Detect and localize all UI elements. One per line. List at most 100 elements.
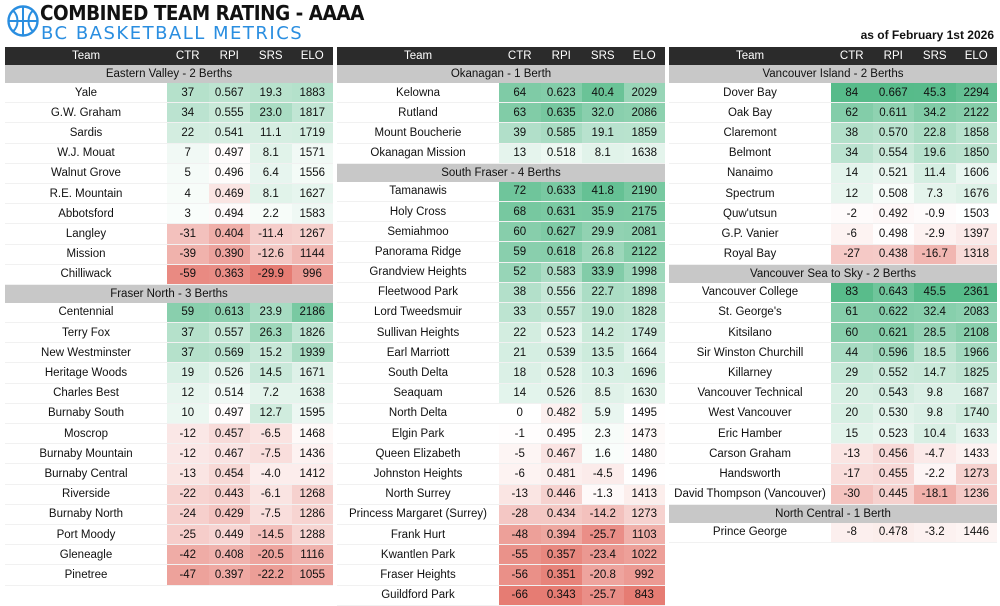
ctr-value: -13 bbox=[831, 443, 873, 465]
ctr-value: 0 bbox=[499, 403, 541, 425]
srs-value: 8.1 bbox=[582, 143, 624, 164]
srs-value: 8.1 bbox=[250, 183, 292, 205]
ratings-panel-left: Team CTR RPI SRS ELO Eastern Valley - 2 Berth… bbox=[5, 47, 333, 586]
elo-value: 2175 bbox=[623, 201, 665, 223]
team-name: G.P. Vanier bbox=[669, 223, 831, 245]
elo-value: 1638 bbox=[291, 383, 333, 404]
group-header-row: North Central - 1 Berth bbox=[669, 504, 997, 523]
ctr-value: -6 bbox=[499, 463, 541, 485]
team-name: Burnaby Mountain bbox=[5, 443, 167, 465]
elo-value: 1288 bbox=[291, 524, 333, 546]
ctr-value: -17 bbox=[831, 463, 873, 485]
ctr-value: 62 bbox=[831, 102, 873, 124]
elo-value: 1633 bbox=[955, 423, 997, 445]
elo-value: 1468 bbox=[291, 423, 333, 445]
rpi-value: 0.635 bbox=[540, 102, 582, 124]
elo-value: 1473 bbox=[623, 423, 665, 445]
group-title: Fraser North - 3 Berths bbox=[5, 284, 333, 303]
table-header-row: Team CTR RPI SRS ELO bbox=[5, 47, 333, 65]
rpi-value: 0.443 bbox=[208, 484, 250, 505]
team-name: Sir Winston Churchill bbox=[669, 342, 831, 364]
table-row: St. George's 61 0.622 32.4 2083 bbox=[669, 302, 997, 324]
elo-value: 2122 bbox=[955, 102, 997, 124]
elo-value: 1858 bbox=[955, 122, 997, 144]
rpi-value: 0.631 bbox=[540, 201, 582, 223]
rpi-value: 0.618 bbox=[540, 241, 582, 263]
ctr-value: 12 bbox=[831, 183, 873, 205]
rpi-value: 0.446 bbox=[540, 484, 582, 505]
ctr-value: 64 bbox=[499, 83, 541, 104]
elo-value: 1883 bbox=[291, 83, 333, 104]
ctr-value: -31 bbox=[167, 223, 209, 245]
group-title: Vancouver Island - 2 Berths bbox=[669, 65, 997, 83]
ctr-value: 38 bbox=[499, 282, 541, 303]
rpi-value: 0.556 bbox=[540, 282, 582, 303]
ctr-value: 22 bbox=[499, 322, 541, 344]
page-title: COMBINED TEAM RATING - AAAA bbox=[40, 1, 364, 25]
rpi-value: 0.643 bbox=[872, 282, 914, 303]
ctr-value: 15 bbox=[831, 423, 873, 445]
rpi-value: 0.627 bbox=[540, 221, 582, 243]
table-row: Killarney 29 0.552 14.7 1825 bbox=[669, 362, 997, 384]
elo-value: 1413 bbox=[623, 484, 665, 505]
column-header-ctr: CTR bbox=[499, 47, 541, 65]
srs-value: 32.4 bbox=[914, 302, 956, 324]
elo-value: 1503 bbox=[955, 203, 997, 225]
basketball-icon bbox=[7, 5, 39, 37]
table-row: Grandview Heights 52 0.583 33.9 1998 bbox=[337, 262, 665, 283]
rpi-value: 0.397 bbox=[208, 564, 250, 586]
elo-value: 1480 bbox=[623, 443, 665, 465]
srs-value: 34.2 bbox=[914, 102, 956, 124]
ctr-value: 60 bbox=[831, 322, 873, 344]
ctr-value: -1 bbox=[499, 423, 541, 445]
ctr-value: 10 bbox=[167, 403, 209, 425]
table-row: Vancouver Technical 20 0.543 9.8 1687 bbox=[669, 383, 997, 404]
table-row: Belmont 34 0.554 19.6 1850 bbox=[669, 143, 997, 164]
team-name: New Westminster bbox=[5, 342, 167, 364]
elo-value: 2122 bbox=[623, 241, 665, 263]
ctr-value: 44 bbox=[831, 342, 873, 364]
elo-value: 1850 bbox=[955, 143, 997, 164]
group-title: Eastern Valley - 2 Berths bbox=[5, 65, 333, 83]
table-row: Fraser Heights -56 0.351 -20.8 992 bbox=[337, 564, 665, 586]
table-row: Seaquam 14 0.526 8.5 1630 bbox=[337, 383, 665, 404]
srs-value: 45.3 bbox=[914, 83, 956, 104]
elo-value: 1664 bbox=[623, 342, 665, 364]
team-name: Charles Best bbox=[5, 383, 167, 404]
team-name: Grandview Heights bbox=[337, 262, 499, 283]
ctr-value: -13 bbox=[167, 463, 209, 485]
elo-value: 1236 bbox=[955, 484, 997, 505]
srs-value: 8.1 bbox=[250, 143, 292, 164]
team-name: Okanagan Mission bbox=[337, 143, 499, 164]
table-row: Heritage Woods 19 0.526 14.5 1671 bbox=[5, 362, 333, 384]
rpi-value: 0.351 bbox=[540, 564, 582, 586]
team-name: Panorama Ridge bbox=[337, 241, 499, 263]
rpi-value: 0.469 bbox=[208, 183, 250, 205]
table-row: Yale 37 0.567 19.3 1883 bbox=[5, 83, 333, 104]
srs-value: 10.3 bbox=[582, 362, 624, 384]
srs-value: 40.4 bbox=[582, 83, 624, 104]
srs-value: 45.5 bbox=[914, 282, 956, 303]
ctr-value: 39 bbox=[499, 122, 541, 144]
elo-value: 1412 bbox=[291, 463, 333, 485]
elo-value: 2108 bbox=[955, 322, 997, 344]
elo-value: 1828 bbox=[623, 302, 665, 324]
column-header-elo: ELO bbox=[955, 47, 997, 65]
ctr-value: -30 bbox=[831, 484, 873, 505]
column-header-ctr: CTR bbox=[831, 47, 873, 65]
ctr-value: 4 bbox=[167, 183, 209, 205]
elo-value: 1116 bbox=[291, 544, 333, 566]
srs-value: -25.7 bbox=[582, 585, 624, 606]
column-header-srs: SRS bbox=[914, 47, 956, 65]
srs-value: -16.7 bbox=[914, 244, 956, 265]
table-row: Royal Bay -27 0.438 -16.7 1318 bbox=[669, 244, 997, 265]
elo-value: 2186 bbox=[291, 302, 333, 324]
rpi-value: 0.467 bbox=[208, 443, 250, 465]
srs-value: -1.3 bbox=[582, 484, 624, 505]
table-row: Burnaby Mountain -12 0.467 -7.5 1436 bbox=[5, 443, 333, 465]
srs-value: -4.5 bbox=[582, 463, 624, 485]
srs-value: -0.9 bbox=[914, 203, 956, 225]
srs-value: -14.5 bbox=[250, 524, 292, 546]
elo-value: 996 bbox=[291, 264, 333, 285]
column-header-rpi: RPI bbox=[208, 47, 250, 65]
